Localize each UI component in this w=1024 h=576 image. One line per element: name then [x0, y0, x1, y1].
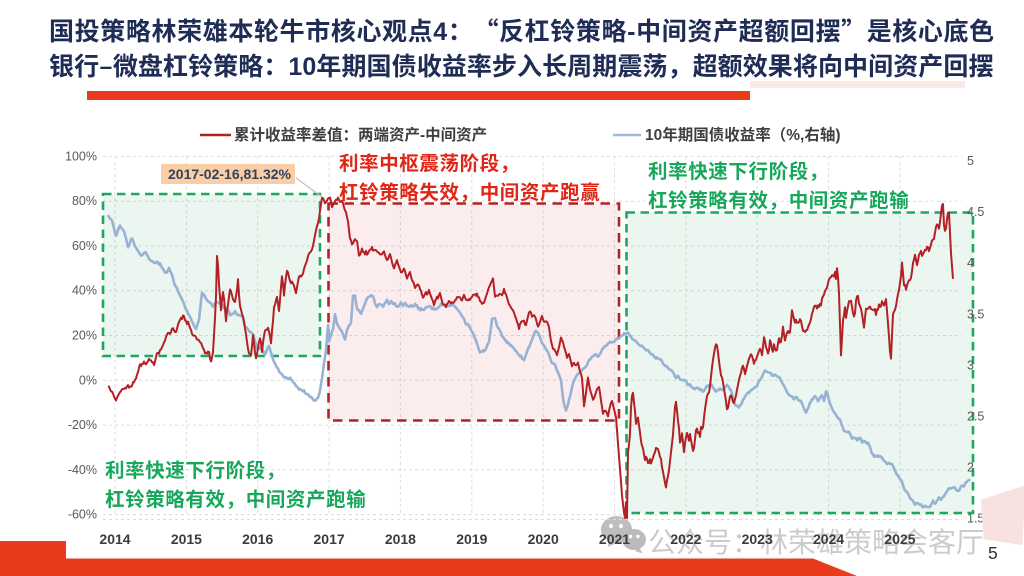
svg-text:2015: 2015: [171, 531, 202, 547]
svg-text:80%: 80%: [72, 194, 97, 208]
svg-text:2014: 2014: [99, 531, 130, 547]
svg-text:1.5: 1.5: [967, 512, 984, 526]
svg-text:-40%: -40%: [68, 463, 97, 477]
svg-text:20%: 20%: [72, 329, 97, 343]
svg-text:2024: 2024: [813, 531, 844, 547]
svg-text:2: 2: [967, 461, 974, 475]
svg-text:2018: 2018: [385, 531, 416, 547]
svg-text:100%: 100%: [65, 149, 97, 163]
svg-text:5: 5: [967, 154, 974, 168]
svg-text:3.5: 3.5: [967, 307, 984, 321]
svg-text:2017-02-16,81.32%: 2017-02-16,81.32%: [168, 166, 292, 182]
svg-text:4.5: 4.5: [967, 205, 984, 219]
svg-text:2020: 2020: [528, 531, 559, 547]
svg-text:40%: 40%: [72, 284, 97, 298]
svg-text:-60%: -60%: [68, 508, 97, 522]
svg-text:2023: 2023: [742, 531, 773, 547]
svg-text:2017: 2017: [314, 531, 345, 547]
svg-text:2019: 2019: [456, 531, 487, 547]
svg-text:2016: 2016: [242, 531, 273, 547]
svg-text:2025: 2025: [884, 531, 915, 547]
svg-text:2.5: 2.5: [967, 410, 984, 424]
svg-text:3: 3: [967, 358, 974, 372]
svg-text:2022: 2022: [670, 531, 701, 547]
svg-text:60%: 60%: [72, 239, 97, 253]
svg-text:-20%: -20%: [68, 418, 97, 432]
svg-text:0%: 0%: [79, 373, 97, 387]
svg-text:4: 4: [967, 256, 974, 270]
svg-text:2021: 2021: [599, 531, 630, 547]
